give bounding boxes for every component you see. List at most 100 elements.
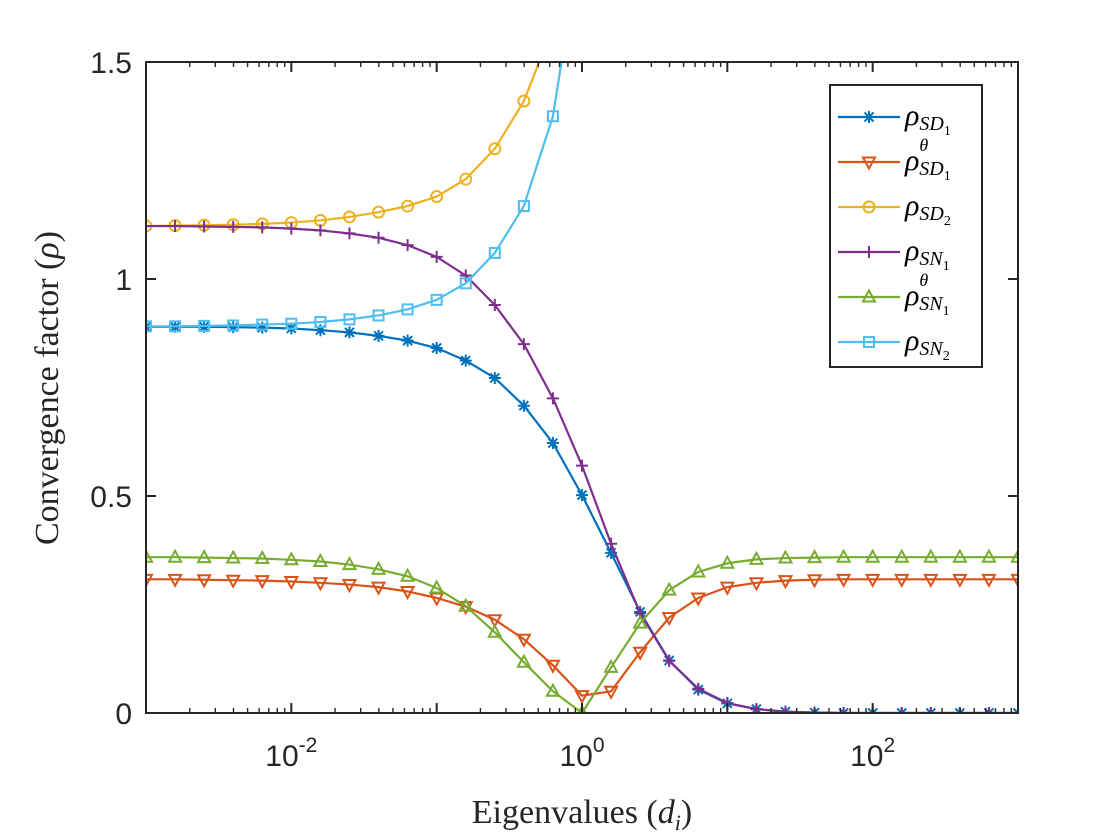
data-point [923,548,939,563]
x-tick-label: 100 [559,734,604,773]
data-point [169,220,182,233]
data-point [488,142,502,156]
data-point [516,653,532,668]
legend-box [829,84,983,368]
data-point [894,548,910,563]
data-point [343,326,356,339]
data-point [198,319,211,332]
data-point [748,577,765,592]
data-point [517,94,531,108]
y-tick-label: 0.5 [90,481,132,514]
data-point [167,548,183,563]
data-point [167,573,183,588]
data-point [146,573,154,588]
data-point [283,551,300,566]
data-point [227,220,240,233]
data-point [372,329,385,342]
legend-entry-1: ρSD1 [838,99,951,139]
y-axis-label-prefix: Convergence factor ( [29,259,66,545]
data-point [458,597,474,612]
data-point [342,210,356,224]
data-point [196,574,212,589]
data-point [546,437,559,450]
data-point [430,293,443,306]
x-axis-label: Eigenvalues (di) [472,794,692,835]
data-point [981,548,997,563]
data-point [285,222,298,235]
data-point [314,324,327,337]
data-point [576,459,588,472]
data-point [399,585,416,601]
data-point [952,548,968,563]
data-point [146,320,152,333]
data-point [256,321,269,334]
legend-label: ρSD1 [904,99,951,139]
x-axis-label-suffix: ) [681,794,692,831]
data-point [256,221,269,234]
y-axis-label-suffix: ) [29,231,66,242]
data-point [632,614,648,629]
series-6 [146,62,563,333]
y-tick-label: 1.5 [90,47,132,80]
data-point [254,575,270,590]
data-point [430,190,444,204]
data-point [663,654,676,667]
data-point [605,537,618,550]
data-point [312,577,329,592]
data-point [227,319,240,332]
data-point [401,239,414,252]
data-point [864,548,881,563]
legend-marker [863,336,875,348]
data-point [401,303,414,316]
data-point [517,338,530,351]
legend-label: ρθ SD1 [904,135,951,184]
data-point [719,581,736,596]
x-tick-label: 102 [850,734,895,773]
data-point [605,546,618,559]
data-point [372,309,385,322]
data-point [430,250,443,263]
legend-label: ρθ SN1 [904,270,950,319]
legend-marker [863,111,875,123]
data-point [343,227,356,240]
legend-label: ρSD2 [904,189,951,229]
data-point [576,489,588,502]
data-point [574,690,590,705]
legend-entry-3: ρSD2 [838,189,951,229]
data-point [603,658,619,673]
series-line-6 [146,62,563,328]
data-point [632,646,648,661]
data-point [227,321,240,334]
data-point [372,205,386,219]
data-point [401,199,415,213]
y-tick-label: 1 [115,264,132,297]
data-point [198,220,211,233]
y-tick-label: 0 [115,698,132,731]
data-point [1010,548,1018,563]
data-point [341,555,358,571]
data-point [779,705,792,714]
legend-label: ρSN1 [904,234,950,274]
data-point [488,299,501,312]
y-axis-label: Convergence factor (ρ) [29,231,66,545]
data-point [370,581,387,596]
data-point [487,623,503,638]
x-axis-label-prefix: Eigenvalues ( [472,794,658,831]
data-point [545,659,561,674]
data-point [169,320,182,333]
legend-entry-5: ρθ SN1 [838,270,950,319]
data-point [1010,573,1018,588]
series-line-2 [146,578,1018,697]
x-axis-label-sub: i [675,810,681,835]
data-point [254,549,270,564]
legend-marker [861,156,877,171]
data-point [806,574,823,589]
data-point [488,371,501,384]
data-point [952,573,968,588]
data-point [488,246,501,259]
data-point [545,682,561,697]
data-point [430,342,443,355]
data-point [487,614,503,629]
